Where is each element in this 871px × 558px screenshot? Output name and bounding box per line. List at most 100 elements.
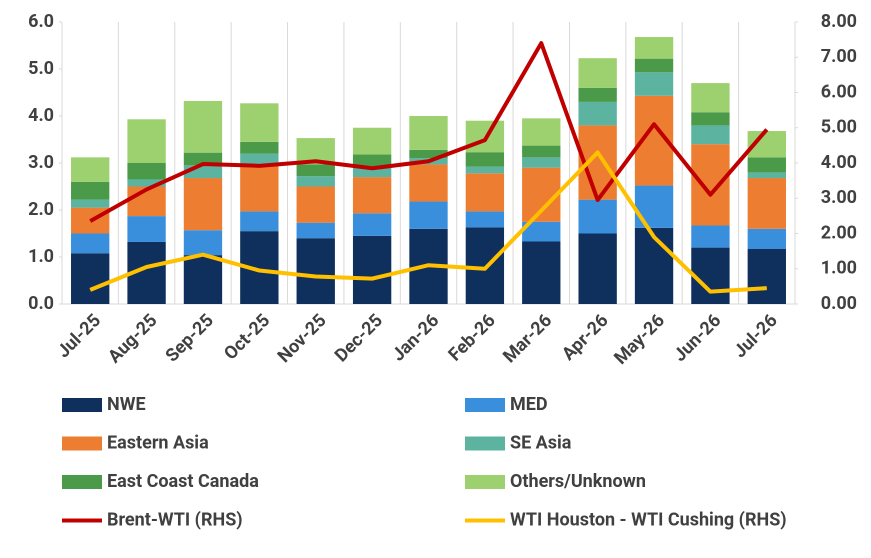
bar-segment bbox=[409, 116, 448, 150]
bar-segment bbox=[240, 211, 279, 232]
bar-segment bbox=[747, 178, 786, 229]
bar-segment bbox=[240, 165, 279, 212]
bar-segment bbox=[127, 216, 166, 242]
bar-segment bbox=[522, 118, 561, 146]
bar-segment bbox=[691, 247, 730, 304]
bar-segment bbox=[578, 101, 617, 126]
legend-label: Brent-WTI (RHS) bbox=[107, 509, 243, 530]
line-series bbox=[89, 41, 769, 223]
bar-segment bbox=[634, 72, 674, 96]
bar-segment bbox=[352, 154, 392, 167]
bar-segment bbox=[409, 149, 448, 159]
bar-segment bbox=[183, 230, 223, 256]
bar-segment bbox=[127, 179, 166, 187]
legend: NWE MED Eastern Asia SE Asia East Coast Cana… bbox=[62, 394, 787, 530]
x-tick-label: Jan-26 bbox=[388, 310, 444, 366]
bar-segment bbox=[634, 37, 674, 59]
bar-segment bbox=[522, 241, 561, 304]
y-tick-label: 4.0 bbox=[28, 105, 54, 126]
x-tick-label: Dec-25 bbox=[331, 310, 387, 366]
bar-segment bbox=[352, 235, 392, 304]
x-tick-label: Feb-26 bbox=[444, 310, 499, 365]
bar-segment bbox=[691, 225, 730, 248]
bar-segment bbox=[71, 181, 110, 200]
x-tick-label: Jul-25 bbox=[53, 310, 105, 362]
bar-segment bbox=[634, 227, 674, 304]
x-tick-label: Nov-25 bbox=[274, 310, 331, 367]
y2-tick-label: 6.00 bbox=[821, 81, 857, 102]
y-tick-label: 3.0 bbox=[28, 152, 54, 173]
bar-segment bbox=[747, 172, 786, 179]
x-tick-label: May-26 bbox=[610, 310, 669, 369]
legend-label: East Coast Canada bbox=[107, 471, 259, 492]
bar-segment bbox=[296, 164, 335, 177]
y2-tick-label: 8.00 bbox=[821, 11, 857, 32]
bar-segment bbox=[183, 255, 223, 304]
bar-segment bbox=[634, 58, 674, 73]
legend-swatch bbox=[465, 436, 505, 451]
bar-segment bbox=[747, 157, 786, 173]
bar-segment bbox=[578, 58, 617, 88]
legend-swatch bbox=[465, 398, 505, 412]
legend-swatch bbox=[62, 475, 102, 489]
y-tick-label: 5.0 bbox=[28, 58, 54, 79]
bar-segment bbox=[183, 100, 223, 153]
bar-segment bbox=[409, 164, 448, 202]
legend-label: Others/Unknown bbox=[510, 471, 646, 492]
bar-segment bbox=[465, 227, 505, 304]
x-tick-label: Oct-25 bbox=[220, 310, 274, 364]
bar-segment bbox=[465, 152, 505, 167]
bar-segment bbox=[183, 178, 223, 231]
bar-segment bbox=[240, 103, 279, 142]
y-tick-label: 6.0 bbox=[28, 11, 54, 32]
bar-segment bbox=[240, 153, 279, 166]
bar-segment bbox=[71, 157, 110, 182]
bar-segment bbox=[71, 233, 110, 254]
bar-segment bbox=[71, 199, 110, 208]
bar-segment bbox=[352, 166, 392, 178]
y-tick-label: 2.0 bbox=[28, 199, 54, 220]
bar-segment bbox=[183, 152, 223, 166]
x-tick-label: Apr-26 bbox=[558, 310, 613, 365]
x-tick-label: Sep-25 bbox=[162, 310, 218, 366]
bar-segment bbox=[127, 163, 166, 180]
bar-segment bbox=[747, 228, 786, 250]
x-tick-label: Jun-26 bbox=[669, 310, 725, 366]
legend-swatch bbox=[465, 475, 505, 489]
legend-swatch bbox=[62, 436, 102, 451]
legend-label: WTI Houston - WTI Cushing (RHS) bbox=[510, 509, 787, 530]
bar-segment bbox=[691, 125, 730, 145]
y2-tick-label: 5.00 bbox=[821, 117, 857, 138]
y2-tick-label: 4.00 bbox=[821, 152, 857, 173]
y2-tick-label: 7.00 bbox=[821, 46, 857, 67]
line-series bbox=[89, 150, 767, 294]
bar-segment bbox=[465, 211, 505, 228]
bar-segment bbox=[296, 238, 335, 304]
bar-segment bbox=[409, 201, 448, 229]
y2-tick-label: 3.00 bbox=[821, 187, 857, 208]
bar-segment bbox=[352, 213, 392, 236]
y2-tick-label: 1.00 bbox=[821, 258, 857, 279]
bar-segment bbox=[578, 199, 617, 234]
bar-segment bbox=[691, 112, 730, 126]
bar-segment bbox=[465, 166, 505, 174]
bar-segment bbox=[578, 87, 617, 102]
bar-segment bbox=[296, 222, 335, 239]
bar-segment bbox=[522, 221, 561, 242]
bar-segment bbox=[352, 177, 392, 214]
bar-segment bbox=[522, 145, 561, 158]
bar-segment bbox=[296, 186, 335, 223]
legend-label: SE Asia bbox=[510, 432, 572, 453]
bar-segment bbox=[465, 173, 505, 212]
legend-label: NWE bbox=[107, 394, 146, 415]
y2-tick-label: 0.00 bbox=[821, 293, 857, 314]
x-tick-label: Mar-26 bbox=[499, 310, 556, 367]
bar-segment bbox=[71, 253, 110, 304]
y-tick-label: 1.0 bbox=[28, 246, 54, 267]
bar-segment bbox=[578, 233, 617, 304]
legend-label: Eastern Asia bbox=[107, 432, 209, 453]
bar-segment bbox=[634, 185, 674, 228]
bar-segment bbox=[691, 144, 730, 226]
bar-segment bbox=[522, 157, 561, 168]
